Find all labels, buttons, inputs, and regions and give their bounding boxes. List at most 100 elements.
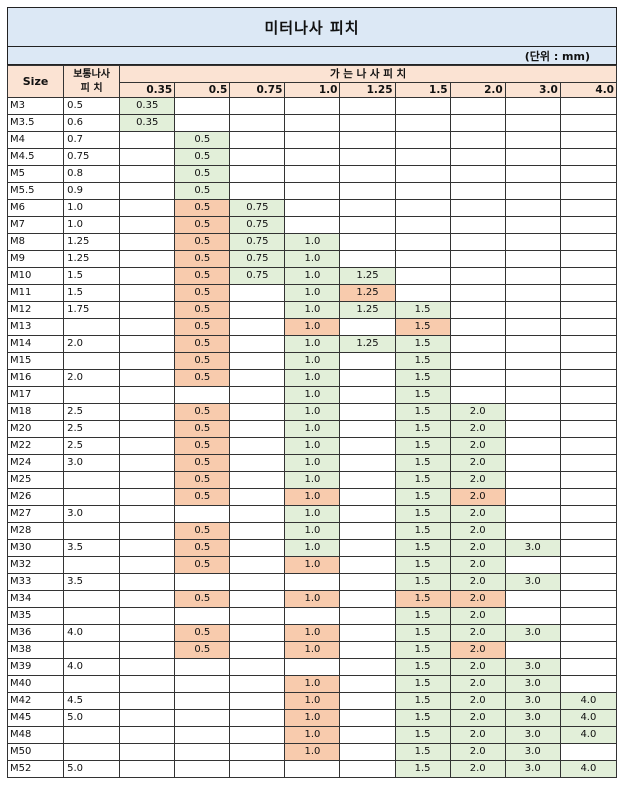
fine-pitch-cell: 2.0 <box>449 692 506 710</box>
fine-pitch-cell <box>119 726 176 744</box>
fine-pitch-cell <box>119 301 176 319</box>
fine-pitch-cell: 3.0 <box>504 658 561 676</box>
size-cell: M36 <box>6 624 65 642</box>
fine-pitch-cell <box>339 114 396 132</box>
fine-pitch-cell <box>339 743 396 761</box>
fine-pitch-cell <box>339 505 396 523</box>
fine-pitch-cell <box>559 437 618 455</box>
fine-pitch-cell: 1.5 <box>394 369 451 387</box>
size-cell: M5.5 <box>6 182 65 200</box>
fine-pitch-cell: 1.5 <box>394 675 451 693</box>
fine-pitch-cell: 3.0 <box>504 539 561 557</box>
pitch-table: Size 보통나사 피 치 가 는 나 사 피 치 0.35 0.5 0.75 … <box>6 65 618 778</box>
fine-pitch-cell <box>284 658 341 676</box>
fine-pitch-cell: 2.0 <box>449 522 506 540</box>
fine-pitch-cell <box>504 352 561 370</box>
fine-pitch-cell <box>394 216 451 234</box>
size-cell: M4 <box>6 131 65 149</box>
fine-pitch-cell <box>119 760 176 778</box>
fine-pitch-cell: 1.0 <box>284 522 341 540</box>
standard-pitch-cell: 2.0 <box>63 369 121 387</box>
fine-pitch-cell <box>449 199 506 217</box>
fine-pitch-cell <box>504 97 561 115</box>
fine-pitch-cell <box>229 97 286 115</box>
unit-text: (단위 : mm) <box>524 49 590 63</box>
fine-pitch-cell <box>504 369 561 387</box>
standard-pitch-cell <box>63 590 121 608</box>
fine-pitch-cell <box>339 182 396 200</box>
fine-pitch-cell <box>394 250 451 268</box>
standard-pitch-cell: 0.75 <box>63 148 121 166</box>
fine-pitch-cell: 1.0 <box>284 250 341 268</box>
fine-pitch-cell: 1.5 <box>394 522 451 540</box>
fine-pitch-cell <box>559 556 618 574</box>
fine-pitch-cell <box>119 709 176 727</box>
fine-pitch-cell <box>394 114 451 132</box>
fine-pitch-cell <box>504 148 561 166</box>
fine-pitch-cell <box>229 743 286 761</box>
fine-pitch-cell <box>229 301 286 319</box>
fine-pitch-cell <box>504 403 561 421</box>
fine-pitch-cell <box>559 318 618 336</box>
fine-pitch-cell <box>284 97 341 115</box>
fine-pitch-cell: 0.5 <box>174 301 231 319</box>
fine-pitch-cell <box>394 97 451 115</box>
pitch-col-header: 2.0 <box>449 82 506 98</box>
fine-pitch-cell: 2.0 <box>449 488 506 506</box>
pitch-col-header: 3.0 <box>504 82 561 98</box>
table-row: M6 1.0 0.5 0.75 <box>6 199 618 217</box>
fine-pitch-cell: 1.5 <box>394 556 451 574</box>
fine-pitch-cell: 4.0 <box>559 726 618 744</box>
fine-pitch-cell <box>119 573 176 591</box>
fine-pitch-cell <box>229 471 286 489</box>
fine-pitch-cell <box>229 318 286 336</box>
fine-pitch-cell <box>229 505 286 523</box>
size-cell: M7 <box>6 216 65 234</box>
table-row: M9 1.25 0.5 0.75 1.0 <box>6 250 618 268</box>
fine-pitch-cell: 3.0 <box>504 760 561 778</box>
table-row: M25 0.5 1.0 1.5 2.0 <box>6 471 618 489</box>
table-row: M12 1.75 0.5 1.0 1.25 1.5 <box>6 301 618 319</box>
fine-pitch-cell: 1.5 <box>394 488 451 506</box>
fine-pitch-cell <box>339 488 396 506</box>
fine-pitch-cell: 1.0 <box>284 709 341 727</box>
size-cell: M3.5 <box>6 114 65 132</box>
fine-pitch-cell <box>559 250 618 268</box>
fine-pitch-cell: 1.0 <box>284 284 341 302</box>
table-row: M5 0.8 0.5 <box>6 165 618 183</box>
fine-pitch-cell <box>504 301 561 319</box>
fine-pitch-cell <box>229 369 286 387</box>
standard-pitch-cell: 3.0 <box>63 454 121 472</box>
fine-pitch-cell: 1.5 <box>394 471 451 489</box>
fine-pitch-cell <box>284 131 341 149</box>
standard-pitch-cell: 1.75 <box>63 301 121 319</box>
fine-pitch-cell: 1.0 <box>284 692 341 710</box>
fine-pitch-cell <box>559 199 618 217</box>
fine-pitch-cell <box>339 250 396 268</box>
fine-pitch-cell <box>174 97 231 115</box>
fine-pitch-cell <box>339 760 396 778</box>
fine-pitch-cell <box>284 114 341 132</box>
fine-pitch-cell <box>119 437 176 455</box>
fine-pitch-cell <box>559 97 618 115</box>
fine-pitch-cell: 0.5 <box>174 284 231 302</box>
fine-pitch-cell: 1.5 <box>394 692 451 710</box>
fine-pitch-cell <box>559 335 618 353</box>
standard-pitch-cell: 5.0 <box>63 709 121 727</box>
fine-pitch-cell: 3.0 <box>504 675 561 693</box>
fine-pitch-cell: 2.0 <box>449 573 506 591</box>
header-row-1: Size 보통나사 피 치 가 는 나 사 피 치 <box>6 65 617 98</box>
fine-pitch-cell <box>229 165 286 183</box>
fine-pitch-cell: 1.0 <box>284 437 341 455</box>
fine-pitch-cell <box>559 131 618 149</box>
fine-pitch-cell: 4.0 <box>559 760 618 778</box>
fine-pitch-cell <box>174 607 231 625</box>
fine-pitch-cell <box>339 692 396 710</box>
fine-pitch-cell: 1.5 <box>394 539 451 557</box>
standard-pitch-cell <box>63 352 121 370</box>
fine-pitch-cell <box>559 114 618 132</box>
fine-pitch-cell <box>504 131 561 149</box>
standard-pitch-cell: 0.6 <box>63 114 121 132</box>
fine-pitch-cell <box>119 454 176 472</box>
fine-pitch-cell <box>229 726 286 744</box>
